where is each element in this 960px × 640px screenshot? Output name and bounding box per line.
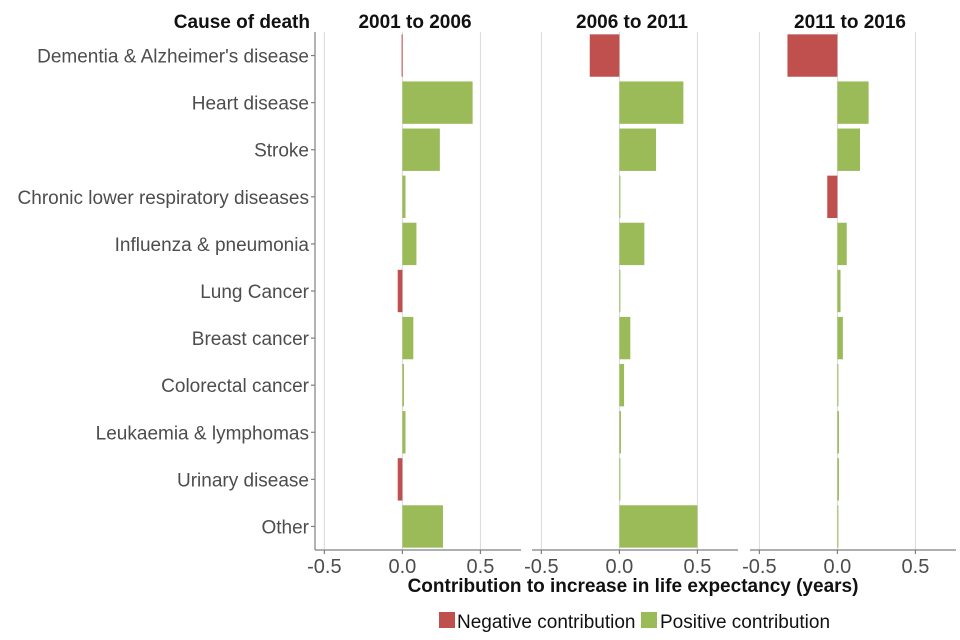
y-tick-label: Dementia & Alzheimer's disease (37, 47, 309, 68)
bar (837, 458, 839, 501)
legend-label-positive: Positive contribution (660, 612, 830, 633)
bar (397, 269, 403, 313)
panel-3: 2011 to 2016 -0.5 0.0 0.5 (742, 12, 956, 578)
bar (402, 222, 417, 266)
bar (619, 222, 645, 266)
bar (589, 34, 620, 77)
panel-2: 2006 to 2011 -0.5 0.0 0.5 (524, 12, 738, 578)
bar (402, 363, 404, 407)
bar (619, 411, 621, 454)
bar (397, 458, 403, 501)
panel-title: 2006 to 2011 (576, 12, 688, 33)
bar (619, 81, 684, 124)
y-tick-label: Breast cancer (192, 329, 310, 350)
x-tick-label: 0.0 (388, 556, 416, 578)
bar (619, 128, 657, 171)
bar (401, 34, 403, 77)
bar (619, 505, 698, 548)
panel-title: 2011 to 2016 (794, 12, 906, 33)
y-tick-label: Lung Cancer (200, 282, 309, 303)
y-tick-label: Influenza & pneumonia (115, 235, 310, 256)
x-tick-label: 0.5 (902, 556, 930, 578)
y-tick-label: Urinary disease (177, 470, 309, 491)
bar (837, 81, 869, 124)
bar (787, 34, 838, 77)
panel-1: 2001 to 2006 -0.5 0.0 0.5 (307, 12, 521, 578)
bar (837, 222, 847, 266)
facet-panels: 2001 to 2006 -0.5 0.0 0.5 2006 to 2011 -0.5 0.… (307, 12, 956, 578)
y-tick-label: Chronic lower respiratory diseases (18, 188, 309, 209)
bar (619, 269, 621, 313)
bar (402, 81, 473, 124)
y-axis-title: Cause of death (174, 12, 310, 33)
x-tick-label: -0.5 (742, 556, 776, 578)
bar (402, 316, 414, 360)
bar (402, 505, 443, 548)
x-tick-label: 0.0 (823, 556, 851, 578)
bar (837, 269, 841, 313)
bar (619, 458, 621, 501)
x-tick-label: 0.5 (684, 556, 712, 578)
bar (827, 175, 838, 219)
bar (837, 128, 861, 171)
bar (619, 175, 621, 219)
bar (402, 175, 406, 219)
bar (837, 505, 839, 548)
y-tick-label: Heart disease (192, 94, 309, 115)
y-axis-labels: Dementia & Alzheimer's disease Heart dise… (18, 32, 316, 550)
x-tick-label: -0.5 (524, 556, 558, 578)
panel-title: 2001 to 2006 (358, 12, 471, 33)
x-tick-label: 0.0 (605, 556, 633, 578)
x-tick-label: 0.5 (467, 556, 495, 578)
y-tick-label: Stroke (254, 141, 309, 162)
legend-swatch-positive (641, 612, 657, 628)
x-axis-title: Contribution to increase in life expecta… (408, 576, 859, 597)
y-tick-label: Colorectal cancer (161, 376, 310, 397)
bar (837, 363, 839, 407)
x-tick-label: -0.5 (307, 556, 341, 578)
y-tick-label: Other (261, 517, 309, 538)
bar (619, 363, 625, 407)
legend-label-negative: Negative contribution (457, 612, 636, 633)
legend-swatch-negative (439, 612, 455, 628)
bar (402, 411, 406, 454)
legend: Negative contribution Positive contribut… (439, 612, 830, 633)
bar (837, 316, 843, 360)
bar (837, 411, 839, 454)
y-tick-label: Leukaemia & lymphomas (96, 423, 309, 444)
bar (402, 128, 440, 171)
bar (619, 316, 631, 360)
